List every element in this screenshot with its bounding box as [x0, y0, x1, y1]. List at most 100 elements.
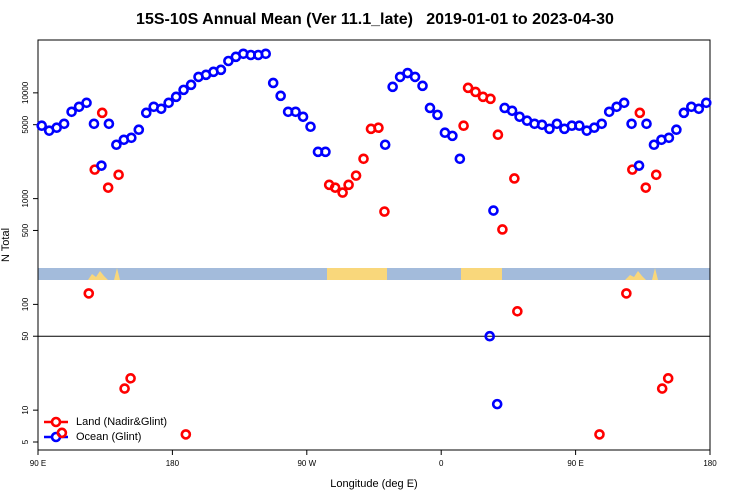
x-tick-label: 180	[703, 459, 717, 468]
data-point	[223, 55, 234, 67]
data-point	[650, 169, 662, 181]
data-point	[484, 330, 496, 342]
data-point	[492, 129, 504, 141]
data-point	[66, 106, 77, 118]
data-point	[506, 105, 518, 117]
data-point	[102, 182, 114, 193]
data-point	[267, 77, 279, 89]
data-point	[488, 205, 499, 216]
data-point	[119, 383, 130, 394]
land-strip	[625, 268, 658, 280]
data-point	[671, 124, 682, 136]
data-point	[454, 153, 466, 165]
data-point	[470, 86, 481, 98]
legend: Land (Nadir&Glint) Ocean (Glint)	[44, 416, 167, 443]
data-point	[497, 224, 508, 235]
data-point	[603, 106, 615, 118]
data-point	[663, 132, 675, 144]
data-point	[155, 103, 167, 115]
data-point	[700, 97, 712, 109]
x-tick-label: 180	[166, 459, 180, 468]
data-point	[574, 120, 585, 132]
data-point	[387, 81, 398, 93]
data-point	[275, 90, 286, 102]
data-point	[103, 118, 115, 130]
data-point	[634, 107, 646, 119]
surface-strip	[38, 268, 710, 280]
data-point	[458, 120, 469, 132]
data-point	[633, 160, 645, 171]
data-point	[111, 139, 122, 151]
data-point	[58, 118, 70, 130]
data-point	[350, 170, 362, 181]
data-point	[409, 71, 421, 83]
legend-marker	[50, 416, 62, 428]
data-point	[424, 102, 436, 114]
x-tick-label: 90 W	[297, 459, 316, 468]
data-point	[297, 111, 309, 123]
data-point	[81, 97, 92, 109]
data-point	[662, 373, 674, 384]
data-point	[337, 187, 348, 198]
data-point	[594, 429, 605, 440]
data-point	[126, 132, 137, 144]
x-tick-label: 90 E	[567, 459, 583, 468]
y-tick-label: 1000	[21, 189, 30, 207]
data-point	[140, 107, 152, 119]
data-point	[641, 118, 652, 130]
data-point	[373, 122, 384, 134]
data-point	[447, 130, 458, 142]
land-strip	[327, 268, 387, 280]
data-point	[215, 64, 227, 76]
data-point	[626, 118, 637, 130]
y-tick-label: 100	[21, 297, 30, 311]
x-tick-label: 0	[439, 459, 444, 468]
data-point	[512, 306, 523, 317]
data-point	[36, 120, 48, 132]
data-point	[56, 427, 68, 439]
data-point	[656, 383, 668, 394]
data-point	[551, 118, 563, 130]
x-axis-label: Longitude (deg E)	[330, 478, 417, 490]
y-tick-label: 500	[21, 223, 30, 237]
data-point	[491, 398, 503, 410]
data-point	[83, 288, 95, 299]
data-point	[417, 80, 428, 92]
data-point	[113, 169, 124, 181]
y-tick-label: 10000	[21, 81, 30, 104]
data-point	[88, 118, 100, 130]
legend-label: Land (Nadir&Glint)	[76, 416, 167, 428]
y-tick-label: 5	[21, 439, 30, 444]
data-point	[343, 179, 354, 191]
data-point	[678, 107, 690, 119]
data-point	[596, 118, 608, 130]
legend-label: Ocean (Glint)	[76, 431, 141, 443]
data-point	[305, 121, 316, 133]
data-point	[432, 109, 443, 121]
data-point	[125, 373, 136, 384]
data-point	[485, 93, 496, 105]
data-point	[170, 91, 182, 103]
data-point	[693, 103, 705, 115]
data-point	[185, 79, 197, 91]
land-strip	[461, 268, 502, 280]
plot-frame	[37, 39, 711, 451]
data-point	[462, 82, 474, 94]
data-point	[163, 97, 174, 109]
data-point	[544, 123, 555, 135]
data-point	[379, 139, 391, 151]
data-point	[621, 288, 632, 299]
data-point	[96, 107, 108, 119]
chart-title: 15S-10S Annual Mean (Ver 11.1_late) 2019…	[136, 11, 614, 28]
data-point	[329, 182, 341, 193]
data-point	[509, 173, 520, 184]
data-point	[180, 429, 192, 440]
data-point	[618, 97, 630, 109]
data-point	[536, 119, 548, 131]
y-tick-label: 50	[21, 331, 30, 340]
data-point	[290, 106, 301, 118]
y-tick-label: 5000	[21, 115, 30, 133]
data-point	[178, 84, 189, 96]
